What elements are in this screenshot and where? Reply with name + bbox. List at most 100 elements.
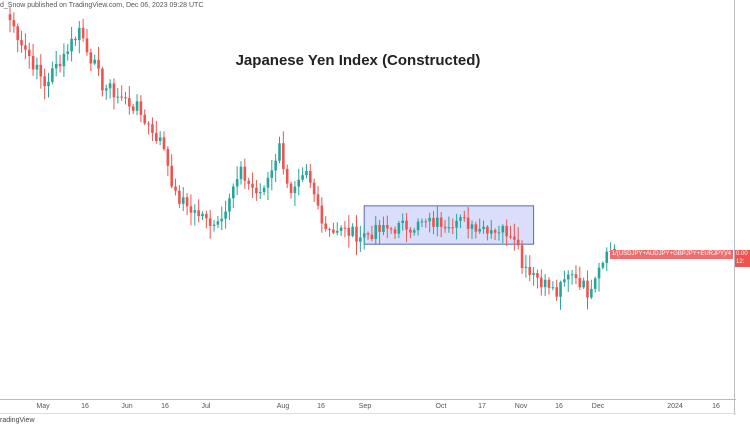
candle-body (382, 225, 385, 232)
candle-body (401, 220, 404, 223)
candle-body (432, 217, 435, 227)
candle-body (455, 220, 458, 228)
candle-body (374, 224, 378, 239)
candle-body (301, 175, 304, 180)
candle-body (370, 234, 374, 239)
candle-body (228, 198, 231, 212)
candle-body (528, 266, 532, 275)
candle-body (16, 26, 19, 41)
candle-body (262, 187, 266, 193)
candle-body (605, 251, 609, 263)
candle-body (151, 124, 154, 133)
tradingview-logo: radingView (0, 417, 35, 424)
candle-body (451, 227, 455, 229)
candle-body (143, 114, 147, 124)
candle-body (131, 106, 135, 111)
candle-body (478, 229, 481, 232)
candle-body (39, 64, 43, 77)
candle-body (216, 221, 220, 225)
candle-body (243, 166, 247, 181)
candle-body (505, 225, 508, 237)
candle-body (493, 230, 497, 233)
candle-body (597, 267, 601, 279)
candle-body (416, 221, 420, 231)
candle-body (543, 279, 547, 288)
candle-body (20, 40, 23, 46)
x-tick-label: 16 (161, 403, 169, 410)
x-tick-label: Jun (121, 403, 133, 410)
x-tick-label: Sep (358, 403, 372, 410)
candle-body (578, 277, 582, 288)
candle-body (570, 274, 574, 276)
candle-body (309, 171, 312, 183)
candlestick-chart[interactable] (0, 0, 736, 400)
candle-body (297, 179, 301, 187)
candle-body (51, 68, 54, 82)
candle-body (239, 166, 243, 180)
candle-body (174, 186, 177, 191)
candle-body (513, 236, 516, 240)
candle-body (397, 222, 401, 234)
candle-body (516, 239, 520, 246)
candle-body (359, 237, 362, 242)
candle-body (70, 38, 73, 52)
candle-body (282, 143, 285, 169)
last-price-label: 0.00 12: (735, 250, 750, 267)
candle-body (135, 101, 139, 111)
x-tick-label: 16 (81, 403, 89, 410)
candle-body (101, 68, 104, 91)
candle-body (320, 205, 324, 224)
candle-body (409, 229, 412, 233)
x-tick-label: Oct (435, 403, 447, 410)
candle-body (459, 217, 462, 221)
candle-body (224, 211, 227, 219)
candle-body (285, 168, 289, 184)
candle-body (447, 227, 451, 229)
candle-body (324, 223, 327, 230)
bar-countdown: 12: (736, 259, 745, 265)
x-tick-label: May (36, 403, 50, 410)
candle-body (366, 233, 370, 235)
candle-body (220, 218, 224, 222)
x-tick-label: 2024 (667, 403, 683, 410)
candle-body (185, 197, 189, 207)
candle-body (520, 245, 524, 269)
candle-body (128, 98, 131, 107)
candle-body (289, 183, 293, 194)
candle-body (85, 38, 89, 53)
candle-body (189, 206, 193, 213)
candle-body (247, 180, 250, 184)
candle-body (116, 96, 120, 98)
candle-body (205, 213, 208, 219)
candle-body (551, 287, 555, 289)
candle-body (124, 97, 127, 99)
candle-body (12, 20, 16, 27)
candle-body (232, 186, 235, 199)
candle-body (78, 27, 81, 41)
candle-body (497, 232, 501, 234)
axis-divider (0, 413, 736, 414)
candle-body (293, 186, 297, 194)
candle-body (436, 217, 439, 227)
candle-body (43, 76, 46, 87)
candle-body (463, 217, 466, 219)
candle-body (312, 182, 316, 195)
candle-body (27, 49, 31, 56)
candle-body (332, 229, 335, 233)
candle-body (420, 221, 424, 223)
candle-body (120, 96, 123, 98)
candle-body (362, 233, 366, 238)
candle-body (58, 63, 62, 67)
candle-body (155, 132, 158, 142)
candle-body (424, 221, 428, 223)
candle-body (509, 236, 512, 238)
time-axis-line (0, 399, 736, 400)
candle-body (486, 226, 489, 234)
candle-body (393, 229, 397, 234)
candle-body (563, 279, 566, 283)
candle-body (501, 225, 505, 233)
last-price: 0.00 (736, 251, 748, 257)
candle-body (536, 273, 539, 278)
chart-title: Japanese Yen Index (Constructed) (235, 52, 481, 69)
candle-body (613, 248, 616, 251)
